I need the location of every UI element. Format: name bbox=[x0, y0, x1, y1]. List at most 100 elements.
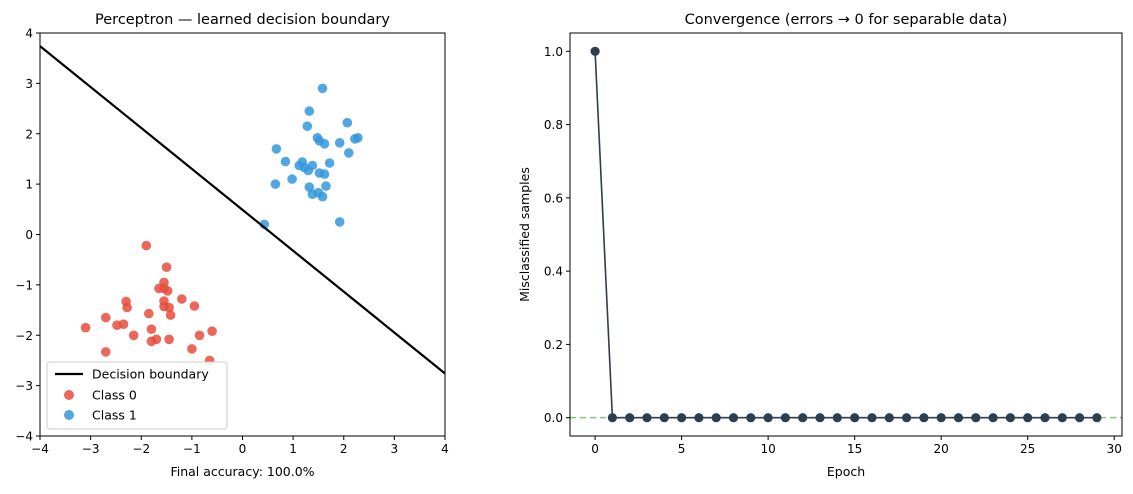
scatter-panel: −4 −3 −2 −1 0 1 2 3 4 −4 −3 −2 −1 0 1 2 3 4 Perceptron —… bbox=[15, 12, 449, 479]
epoch-marker-23 bbox=[988, 413, 998, 423]
epoch-marker-0 bbox=[590, 46, 600, 56]
class0-point-9 bbox=[122, 302, 132, 313]
convergence-x-tick-label: 10 bbox=[760, 442, 775, 456]
class0-point-1 bbox=[161, 262, 172, 273]
scatter-y-tick-label: −2 bbox=[15, 329, 33, 343]
class1-point-24 bbox=[321, 181, 331, 191]
scatter-y-tick-label: 3 bbox=[25, 77, 33, 91]
class1-point-0 bbox=[317, 83, 328, 94]
epoch-marker-9 bbox=[746, 413, 756, 423]
scatter-y-ticks: −4 −3 −2 −1 0 1 2 3 4 bbox=[15, 27, 40, 444]
class0-point-8 bbox=[177, 294, 187, 304]
scatter-y-tick-label: −3 bbox=[15, 379, 33, 393]
epoch-marker-21 bbox=[953, 413, 964, 423]
scatter-y-tick-label: −4 bbox=[15, 430, 33, 444]
scatter-y-tick-label: −1 bbox=[15, 278, 33, 292]
scatter-y-tick-label: 0 bbox=[25, 228, 33, 242]
class0-point-19 bbox=[146, 324, 157, 335]
epoch-marker-24 bbox=[1005, 413, 1016, 423]
convergence-y-tick-label: 0.0 bbox=[544, 411, 563, 425]
class0-point-21 bbox=[207, 326, 217, 337]
class0-point-12 bbox=[189, 301, 200, 311]
epoch-marker-1 bbox=[607, 413, 618, 423]
epoch-marker-16 bbox=[867, 413, 877, 423]
epoch-marker-28 bbox=[1075, 413, 1085, 423]
class1-point-11 bbox=[344, 148, 354, 158]
class0-point-15 bbox=[101, 312, 111, 323]
class0-point-20 bbox=[128, 330, 139, 341]
legend: Decision boundary Class 0 Class 1 bbox=[46, 361, 228, 430]
class1-point-18 bbox=[303, 165, 314, 176]
convergence-x-tick-label: 0 bbox=[591, 442, 599, 456]
convergence-y-ticks: 0.0 0.2 0.4 0.6 0.8 1.0 bbox=[544, 45, 570, 425]
class0-point-26 bbox=[187, 344, 197, 354]
class0-point-24 bbox=[146, 336, 157, 347]
legend-class0-swatch bbox=[64, 390, 74, 400]
convergence-y-tick-label: 0.8 bbox=[544, 118, 563, 132]
scatter-x-tick-label: 3 bbox=[391, 442, 399, 456]
epoch-marker-7 bbox=[711, 413, 721, 423]
class1-point-21 bbox=[287, 174, 297, 184]
epoch-marker-13 bbox=[815, 413, 825, 423]
epoch-marker-4 bbox=[659, 413, 669, 423]
class1-point-9 bbox=[334, 138, 345, 148]
class0-point-22 bbox=[194, 330, 205, 341]
convergence-y-tick-label: 1.0 bbox=[544, 45, 563, 59]
epoch-marker-10 bbox=[763, 413, 773, 423]
epoch-marker-25 bbox=[1023, 413, 1033, 423]
scatter-x-label: Final accuracy: 100.0% bbox=[170, 464, 314, 479]
legend-class0-label: Class 0 bbox=[92, 388, 137, 403]
scatter-x-tick-label: −2 bbox=[132, 442, 150, 456]
scatter-y-tick-label: 4 bbox=[25, 27, 33, 41]
class0-point-27 bbox=[101, 347, 111, 357]
class1-point-10 bbox=[271, 144, 282, 154]
class0-point-13 bbox=[144, 308, 154, 319]
legend-class1-label: Class 1 bbox=[92, 408, 137, 423]
convergence-x-tick-label: 15 bbox=[847, 442, 862, 456]
class1-point-20 bbox=[319, 169, 330, 179]
scatter-x-tick-label: 0 bbox=[239, 442, 247, 456]
class1-point-14 bbox=[324, 158, 335, 168]
legend-boundary-label: Decision boundary bbox=[92, 367, 209, 382]
legend-class1-swatch bbox=[64, 410, 74, 420]
convergence-title: Convergence (errors → 0 for separable da… bbox=[685, 12, 1008, 28]
epoch-marker-17 bbox=[884, 413, 894, 423]
legend-box bbox=[46, 361, 228, 430]
scatter-title: Perceptron — learned decision boundary bbox=[95, 12, 390, 28]
convergence-y-label: Misclassified samples bbox=[517, 167, 532, 302]
class1-point-1 bbox=[304, 106, 315, 116]
epoch-marker-27 bbox=[1057, 413, 1067, 423]
class1-point-5 bbox=[353, 133, 363, 143]
epoch-marker-22 bbox=[971, 413, 981, 423]
convergence-y-tick-label: 0.4 bbox=[544, 265, 563, 279]
scatter-x-tick-label: 1 bbox=[289, 442, 297, 456]
convergence-axes-frame bbox=[569, 32, 1123, 437]
epoch-marker-11 bbox=[780, 413, 791, 423]
decision-boundary-line bbox=[39, 45, 446, 375]
scatter-x-tick-label: −1 bbox=[183, 442, 201, 456]
convergence-y-tick-label: 0.2 bbox=[544, 338, 563, 352]
scatter-x-tick-label: −3 bbox=[82, 442, 100, 456]
epoch-marker-29 bbox=[1092, 413, 1102, 423]
epoch-marker-5 bbox=[677, 413, 687, 423]
epoch-marker-20 bbox=[936, 413, 946, 423]
class0-point-18 bbox=[80, 322, 91, 333]
class0-point-14 bbox=[165, 310, 176, 320]
scatter-x-tick-label: −4 bbox=[31, 442, 49, 456]
convergence-y-tick-label: 0.6 bbox=[544, 191, 563, 205]
class1-point-28 bbox=[334, 217, 345, 227]
class1-point-8 bbox=[319, 139, 330, 149]
epoch-marker-19 bbox=[919, 413, 929, 423]
scatter-points bbox=[80, 83, 363, 366]
convergence-panel: 0 5 10 15 20 25 30 0.0 0.2 0.4 0.6 0.8 1.0 Converge… bbox=[517, 12, 1123, 479]
convergence-x-tick-label: 5 bbox=[678, 442, 686, 456]
epoch-marker-8 bbox=[728, 413, 739, 423]
epoch-marker-26 bbox=[1040, 413, 1050, 423]
convergence-x-tick-label: 20 bbox=[934, 442, 949, 456]
epoch-marker-18 bbox=[902, 413, 912, 423]
epoch-marker-3 bbox=[642, 413, 652, 423]
scatter-x-tick-label: 2 bbox=[340, 442, 348, 456]
convergence-x-ticks: 0 5 10 15 20 25 30 bbox=[591, 436, 1122, 456]
class1-point-3 bbox=[342, 117, 353, 128]
